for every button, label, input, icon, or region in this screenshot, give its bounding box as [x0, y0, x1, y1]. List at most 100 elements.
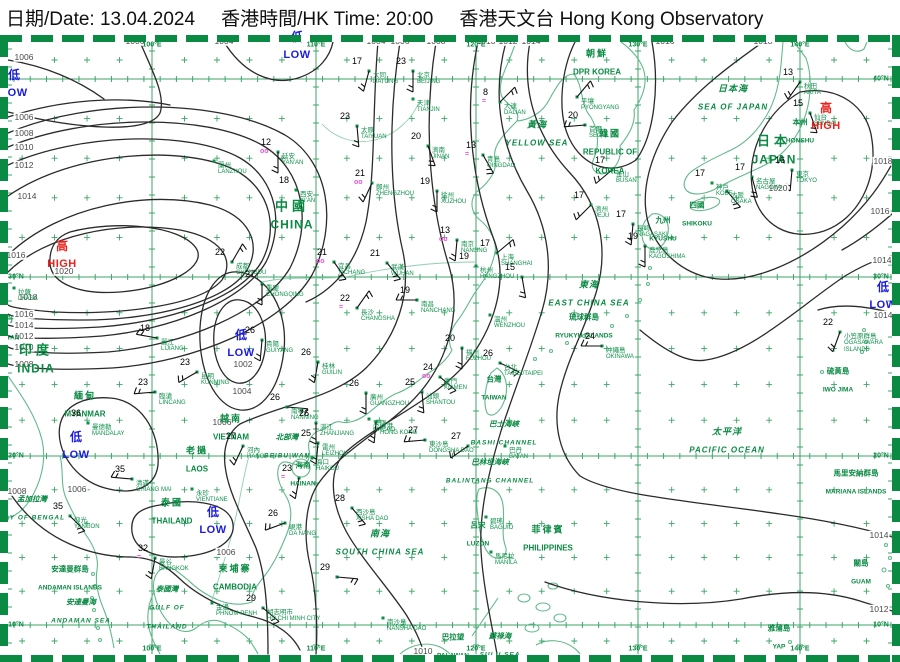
station-temp: 27: [408, 425, 419, 435]
lon-label: 130°E: [628, 41, 648, 49]
wind-barb: [135, 328, 158, 339]
isobar-1020-japan-high: [750, 90, 874, 235]
wind-barb: [395, 293, 417, 301]
station-temp: 23: [138, 377, 149, 387]
lat-label: 10°N: [8, 621, 24, 629]
lon-label: 100°E: [142, 645, 162, 653]
lon-label: 110°E: [306, 645, 326, 653]
station-label-kunming: 昆明 KUNMING: [201, 373, 230, 387]
region-label-bashi-channel: 巴士海峽 BASHI CHANNEL: [470, 419, 538, 447]
lon-label: 120°E: [466, 645, 486, 653]
region-label-guam: 關島 GUAM: [851, 558, 871, 586]
station-label-lijiang: 麗江 LIJIANG: [161, 339, 184, 353]
region-label-japan: 日本 JAPAN: [751, 133, 797, 167]
isobar-1006-ns: [223, 41, 407, 655]
isobar-value-label: 1018: [872, 155, 894, 166]
station-temp: 19: [459, 251, 470, 261]
isobar-value-label: 1018: [17, 291, 39, 302]
station-label-ogasawara-islands: 小笠原群島 OGASAWARA ISLANDS: [844, 333, 883, 353]
wind-barb: [271, 152, 279, 174]
region-label-east-china-sea: 東海 EAST CHINA SEA: [548, 279, 630, 308]
lat-label: 20°N: [8, 452, 24, 460]
wind-barb: [253, 339, 263, 362]
station-dot-VIENTIANE: [190, 487, 194, 491]
region-label-south-china-sea: 南海 SOUTH CHINA SEA: [335, 528, 425, 557]
isobar-value-label: 1020: [767, 182, 789, 193]
isobar-1018-ring: [7, 226, 228, 314]
isobar-1012-se: [544, 581, 893, 612]
lon-label: 140°E: [790, 645, 810, 653]
region-label-philippines: 菲律賓 PHILIPPINES: [523, 524, 573, 553]
wind-barb: [356, 290, 374, 309]
wind-barb: [386, 262, 401, 282]
wind-barb: [351, 507, 366, 527]
wind-barb: [455, 348, 463, 370]
station-label-macao: 澳門 MACAO: [373, 420, 396, 434]
station-temp: 36: [71, 408, 82, 418]
isobar-value-label: 1014: [16, 190, 38, 201]
station-label-chengdu: 成都 CHENGDU: [236, 263, 267, 277]
station-dot-MANDALAY: [86, 421, 90, 425]
station-label-lincang: 臨滄 LINCANG: [159, 393, 186, 407]
date-label: 日期/Date: 13.04.2024: [6, 9, 196, 30]
isobar-1004-top-dip: [223, 41, 334, 82]
station-dot-LHASA: [12, 286, 16, 290]
isobar-1016-east-stub: [841, 213, 893, 251]
station-temp: 23: [396, 56, 407, 66]
station-label-shanghai: 上海 SHANGHAI: [501, 254, 533, 268]
island-taiwan: [484, 367, 508, 416]
isobar-value-label: 1012: [13, 330, 35, 341]
station-label-da-nang: 峴港 DA NANG: [289, 524, 317, 538]
island-visaya-3: [553, 613, 567, 623]
wind-barb: [482, 154, 494, 175]
station-temp: 23: [340, 111, 351, 121]
station-label-chiang-mai: 清邁 CHIANG MAI: [136, 480, 172, 494]
station-dot-MANILA: [489, 550, 493, 554]
isobar-value-label: 1010: [412, 645, 434, 656]
coast-china-east: [300, 120, 518, 467]
wind-barb: [231, 243, 247, 263]
island-palawan: [471, 597, 499, 637]
isobar-1004-low-oval: [199, 271, 286, 411]
region-label-andaman-islands: 安達曼群島 ANDAMAN ISLANDS: [38, 564, 102, 592]
lat-label: 10°N: [873, 621, 889, 629]
lon-label: 110°E: [306, 41, 326, 49]
station-weather-symbol: =: [281, 474, 286, 481]
region-label-pacific-ocean: 太平洋 PACIFIC OCEAN: [689, 426, 765, 455]
wind-barb: [417, 391, 425, 414]
station-dot-BATAN: [503, 444, 507, 448]
isobar-value-label: 1006: [66, 483, 88, 494]
hk-time-label: 香港時間/HK Time: 20:00: [221, 9, 434, 30]
region-label-iwo-jima: 硫黃島 IWO JIMA: [822, 366, 854, 394]
island-visaya-4: [524, 623, 540, 633]
station-weather-symbol: =: [482, 98, 487, 105]
station-label-hanoi: 河內 HANOI: [247, 447, 267, 461]
wind-barb: [783, 81, 801, 100]
wind-barb: [726, 190, 741, 210]
station-temp: 12: [261, 137, 272, 147]
station-label-nanchang: 南昌 NANCHANG: [421, 301, 456, 315]
station-label-zhengzhou: 鄭州 ZHENGZHOU: [376, 184, 414, 198]
station-temp: 24: [423, 362, 434, 372]
chart-header: 日期/Date: 13.04.2024 香港時間/HK Time: 20:00 …: [0, 0, 900, 35]
station-dot-HANGZHOU: [474, 264, 478, 268]
wind-barb: [336, 576, 359, 586]
island-mindanao: [535, 640, 581, 655]
region-label-myanmar: 緬甸 MYANMAR: [64, 390, 106, 419]
wind-barb: [262, 607, 280, 625]
station-label-leizhou: 雷州 LEIZHOU: [322, 444, 349, 458]
station-temp: 26: [268, 508, 279, 518]
wind-barb: [286, 406, 309, 416]
high-pressure-label: 高 HIGH: [811, 101, 841, 132]
isobar-value-label: 1014: [872, 309, 894, 320]
wind-barb: [827, 331, 841, 353]
isobar-1008-sw: [7, 489, 301, 651]
isobar-1006-w-stub2: [7, 99, 171, 118]
wind-barb: [593, 169, 613, 184]
map-border-right: [892, 35, 900, 662]
station-dot-MACAO: [367, 417, 371, 421]
station-temp: 22: [340, 293, 351, 303]
station-label-haikou: 海口 HAIKOU: [316, 459, 340, 473]
station-temp: 29: [320, 562, 331, 572]
region-label-ryukyu-islands: 琉球群島 RYUKYU ISLANDS: [555, 312, 613, 340]
